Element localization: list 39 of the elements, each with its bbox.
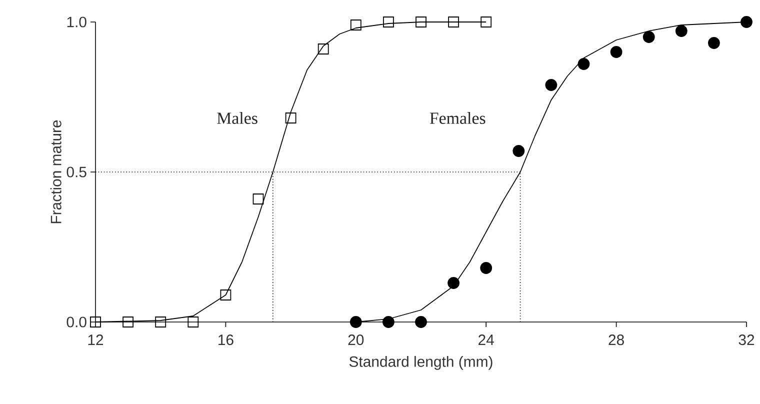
y-tick-label: 0.0	[66, 316, 86, 328]
point	[578, 58, 590, 70]
y-tick-label: 1.0	[67, 16, 86, 28]
point	[545, 79, 558, 91]
point	[90, 316, 101, 328]
point	[350, 316, 362, 328]
point	[252, 194, 264, 204]
x-tick-label: 24	[478, 334, 494, 345]
x-tick-label: 12	[88, 334, 104, 345]
point	[383, 16, 394, 28]
x-axis-title: Standard length (mm)	[349, 356, 492, 370]
x-tick-label: 16	[218, 334, 234, 346]
text: Females	[430, 112, 486, 124]
point	[448, 277, 460, 289]
series-label: Males	[217, 112, 258, 124]
point	[318, 44, 329, 54]
x-tick-label: 32	[738, 334, 754, 346]
point	[350, 20, 362, 30]
point	[285, 112, 296, 124]
point	[512, 145, 525, 157]
y-axis-title: Fraction mature	[50, 120, 62, 224]
x-tick-label: 28	[608, 334, 624, 346]
point	[382, 316, 394, 328]
point	[415, 316, 427, 328]
x-tick-label: 20	[348, 334, 364, 346]
point	[416, 16, 426, 28]
y-tick-label: 0.5	[66, 166, 86, 178]
point	[122, 316, 134, 328]
point	[220, 290, 232, 300]
point	[480, 16, 492, 28]
point	[642, 31, 655, 43]
point	[610, 46, 622, 58]
point	[448, 16, 459, 28]
point	[708, 37, 720, 49]
point	[155, 316, 166, 328]
point	[740, 16, 752, 28]
point	[188, 316, 199, 328]
point	[675, 25, 688, 37]
point	[480, 262, 492, 274]
